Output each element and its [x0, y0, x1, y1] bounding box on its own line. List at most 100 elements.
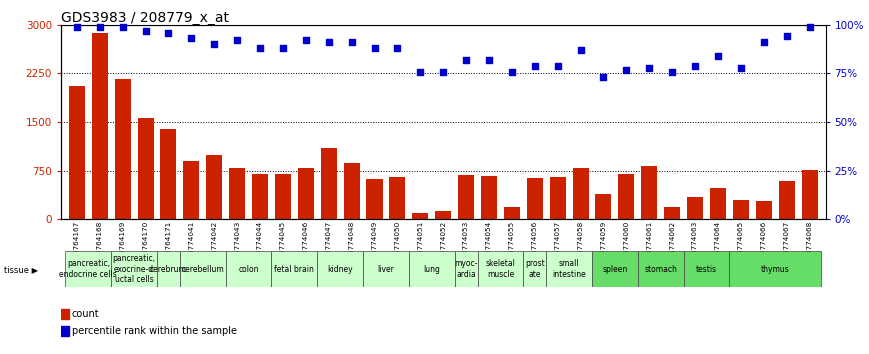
Bar: [801, 170, 818, 219]
Bar: [69, 86, 85, 219]
Bar: [61, 309, 69, 319]
Bar: [638, 251, 684, 287]
Text: pancreatic,
endocrine cells: pancreatic, endocrine cells: [59, 259, 117, 279]
Text: percentile rank within the sample: percentile rank within the sample: [72, 326, 236, 336]
Bar: [619, 174, 634, 219]
Point: [757, 40, 771, 45]
Bar: [710, 188, 726, 219]
Point: [162, 30, 176, 35]
Text: GDS3983 / 208779_x_at: GDS3983 / 208779_x_at: [61, 11, 229, 25]
Text: cerebellum: cerebellum: [182, 264, 224, 274]
Bar: [226, 251, 271, 287]
Point: [734, 65, 748, 70]
Point: [299, 38, 313, 43]
Bar: [298, 167, 314, 219]
Point: [253, 45, 267, 51]
Bar: [92, 33, 108, 219]
Text: skeletal
muscle: skeletal muscle: [486, 259, 515, 279]
Bar: [641, 166, 657, 219]
Text: colon: colon: [238, 264, 259, 274]
Bar: [573, 168, 588, 219]
Bar: [458, 175, 474, 219]
Bar: [271, 251, 317, 287]
Text: tissue ▶: tissue ▶: [4, 264, 38, 274]
Bar: [550, 177, 566, 219]
Point: [803, 24, 817, 29]
Point: [345, 40, 359, 45]
Text: fetal brain: fetal brain: [275, 264, 315, 274]
Text: thymus: thymus: [760, 264, 790, 274]
Bar: [435, 211, 451, 219]
Bar: [527, 178, 543, 219]
Bar: [252, 174, 268, 219]
Bar: [547, 251, 592, 287]
Bar: [684, 251, 729, 287]
Text: count: count: [72, 309, 99, 319]
Bar: [183, 161, 199, 219]
Text: kidney: kidney: [328, 264, 353, 274]
Bar: [137, 118, 154, 219]
Bar: [779, 181, 794, 219]
Text: pancreatic,
exocrine-d
uctal cells: pancreatic, exocrine-d uctal cells: [113, 254, 156, 284]
Bar: [595, 194, 612, 219]
Bar: [157, 251, 180, 287]
Point: [711, 53, 725, 59]
Bar: [115, 79, 130, 219]
Bar: [664, 206, 680, 219]
Text: lung: lung: [423, 264, 441, 274]
Point: [688, 63, 702, 68]
Bar: [592, 251, 638, 287]
Bar: [729, 251, 821, 287]
Point: [620, 67, 634, 72]
Point: [482, 57, 496, 63]
Text: small
intestine: small intestine: [552, 259, 586, 279]
Point: [390, 45, 404, 51]
Point: [70, 24, 83, 29]
Bar: [478, 251, 523, 287]
Bar: [206, 155, 222, 219]
Bar: [454, 251, 478, 287]
Bar: [321, 148, 336, 219]
Text: testis: testis: [696, 264, 717, 274]
Bar: [756, 201, 772, 219]
Point: [184, 35, 198, 41]
Bar: [733, 200, 749, 219]
Bar: [161, 129, 176, 219]
Point: [414, 69, 428, 74]
Point: [93, 24, 107, 29]
Bar: [65, 251, 111, 287]
Point: [368, 45, 381, 51]
Point: [642, 65, 656, 70]
Point: [596, 74, 610, 80]
Point: [665, 69, 679, 74]
Bar: [412, 213, 428, 219]
Point: [322, 40, 335, 45]
Bar: [180, 251, 226, 287]
Point: [116, 24, 129, 29]
Bar: [481, 176, 497, 219]
Bar: [504, 207, 520, 219]
Point: [138, 28, 152, 33]
Point: [574, 47, 587, 53]
Bar: [317, 251, 363, 287]
Bar: [389, 177, 406, 219]
Bar: [523, 251, 547, 287]
Bar: [275, 174, 291, 219]
Text: cerebrum: cerebrum: [150, 264, 187, 274]
Text: spleen: spleen: [602, 264, 627, 274]
Bar: [367, 178, 382, 219]
Bar: [687, 197, 703, 219]
Text: stomach: stomach: [644, 264, 677, 274]
Point: [276, 45, 290, 51]
Bar: [408, 251, 454, 287]
Point: [505, 69, 519, 74]
Point: [527, 63, 541, 68]
Bar: [229, 167, 245, 219]
Point: [208, 41, 222, 47]
Point: [779, 34, 793, 39]
Point: [459, 57, 473, 63]
Point: [436, 69, 450, 74]
Text: myoc-
ardia: myoc- ardia: [454, 259, 478, 279]
Point: [230, 38, 244, 43]
Bar: [363, 251, 408, 287]
